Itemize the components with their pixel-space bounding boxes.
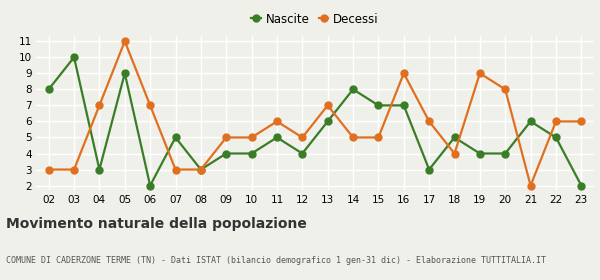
Nascite xyxy=(502,152,509,155)
Legend: Nascite, Decessi: Nascite, Decessi xyxy=(247,8,383,31)
Nascite xyxy=(172,136,179,139)
Decessi xyxy=(96,104,103,107)
Line: Nascite: Nascite xyxy=(45,54,585,189)
Decessi xyxy=(349,136,356,139)
Decessi xyxy=(274,120,281,123)
Decessi xyxy=(172,168,179,171)
Nascite xyxy=(274,136,281,139)
Decessi xyxy=(45,168,52,171)
Nascite xyxy=(527,120,534,123)
Nascite xyxy=(299,152,306,155)
Decessi xyxy=(146,104,154,107)
Decessi xyxy=(70,168,77,171)
Nascite xyxy=(349,88,356,91)
Decessi xyxy=(502,88,509,91)
Nascite xyxy=(578,184,585,187)
Decessi xyxy=(527,184,534,187)
Line: Decessi: Decessi xyxy=(45,38,585,189)
Nascite xyxy=(553,136,560,139)
Nascite xyxy=(197,168,205,171)
Nascite xyxy=(223,152,230,155)
Decessi xyxy=(400,72,407,75)
Decessi xyxy=(197,168,205,171)
Decessi xyxy=(223,136,230,139)
Decessi xyxy=(248,136,255,139)
Decessi xyxy=(375,136,382,139)
Nascite xyxy=(476,152,484,155)
Decessi xyxy=(451,152,458,155)
Nascite xyxy=(70,55,77,59)
Nascite xyxy=(248,152,255,155)
Text: Movimento naturale della popolazione: Movimento naturale della popolazione xyxy=(6,217,307,231)
Nascite xyxy=(146,184,154,187)
Decessi xyxy=(578,120,585,123)
Nascite xyxy=(451,136,458,139)
Decessi xyxy=(553,120,560,123)
Nascite xyxy=(121,72,128,75)
Nascite xyxy=(324,120,331,123)
Decessi xyxy=(425,120,433,123)
Nascite xyxy=(425,168,433,171)
Nascite xyxy=(45,88,52,91)
Decessi xyxy=(476,72,484,75)
Decessi xyxy=(299,136,306,139)
Decessi xyxy=(324,104,331,107)
Nascite xyxy=(400,104,407,107)
Text: COMUNE DI CADERZONE TERME (TN) - Dati ISTAT (bilancio demografico 1 gen-31 dic) : COMUNE DI CADERZONE TERME (TN) - Dati IS… xyxy=(6,256,546,265)
Nascite xyxy=(375,104,382,107)
Decessi xyxy=(121,39,128,43)
Nascite xyxy=(96,168,103,171)
